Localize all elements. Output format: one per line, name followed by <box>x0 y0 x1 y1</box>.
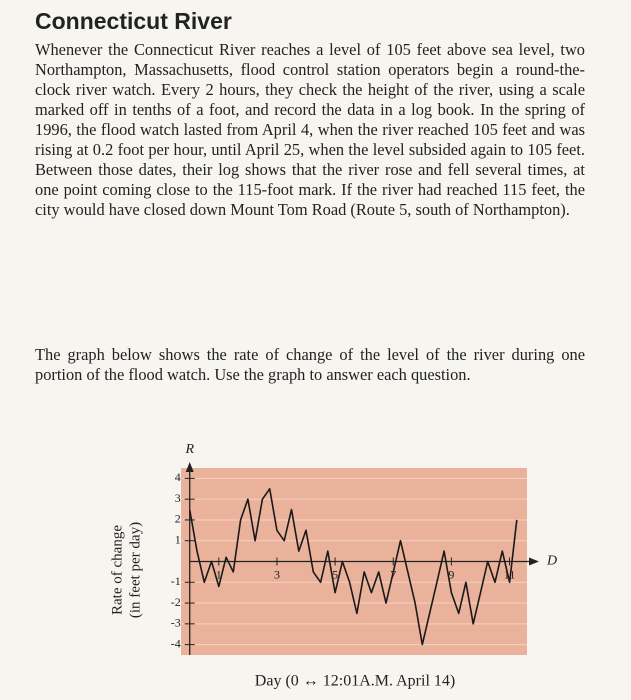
paragraph: The graph below shows the rate of change… <box>35 345 585 384</box>
title: Connecticut River <box>35 8 232 34</box>
y-label: Rate of change <box>109 525 125 615</box>
x-arrow <box>529 557 539 566</box>
y-tick-label: 1 <box>175 532 181 546</box>
x-label: Day (0 ↔ 12:01A.M. April 14) <box>255 673 455 690</box>
y-arrow <box>185 462 194 472</box>
y-tick-label: -1 <box>171 574 181 588</box>
x-tick-label: 11 <box>504 567 516 581</box>
x-tick-label: 3 <box>274 567 280 581</box>
y-tick-label: 3 <box>175 491 181 505</box>
y-tick-label: 2 <box>175 512 181 526</box>
y-tick-label: -2 <box>171 595 181 609</box>
y-tick-label: -3 <box>171 616 181 630</box>
x-tick-label: 5 <box>332 567 338 581</box>
x-tick-label: 1 <box>216 567 222 581</box>
paragraph: Whenever the Connecticut River reaches a… <box>35 40 585 219</box>
y-tick-label: -4 <box>171 636 181 650</box>
y-tick-label: 4 <box>175 470 181 484</box>
axis-name: R <box>184 442 194 457</box>
axis-name: D <box>546 554 557 569</box>
x-tick-label: 9 <box>448 567 454 581</box>
y-label: (in feet per day) <box>127 522 143 618</box>
data-line <box>188 488 518 646</box>
